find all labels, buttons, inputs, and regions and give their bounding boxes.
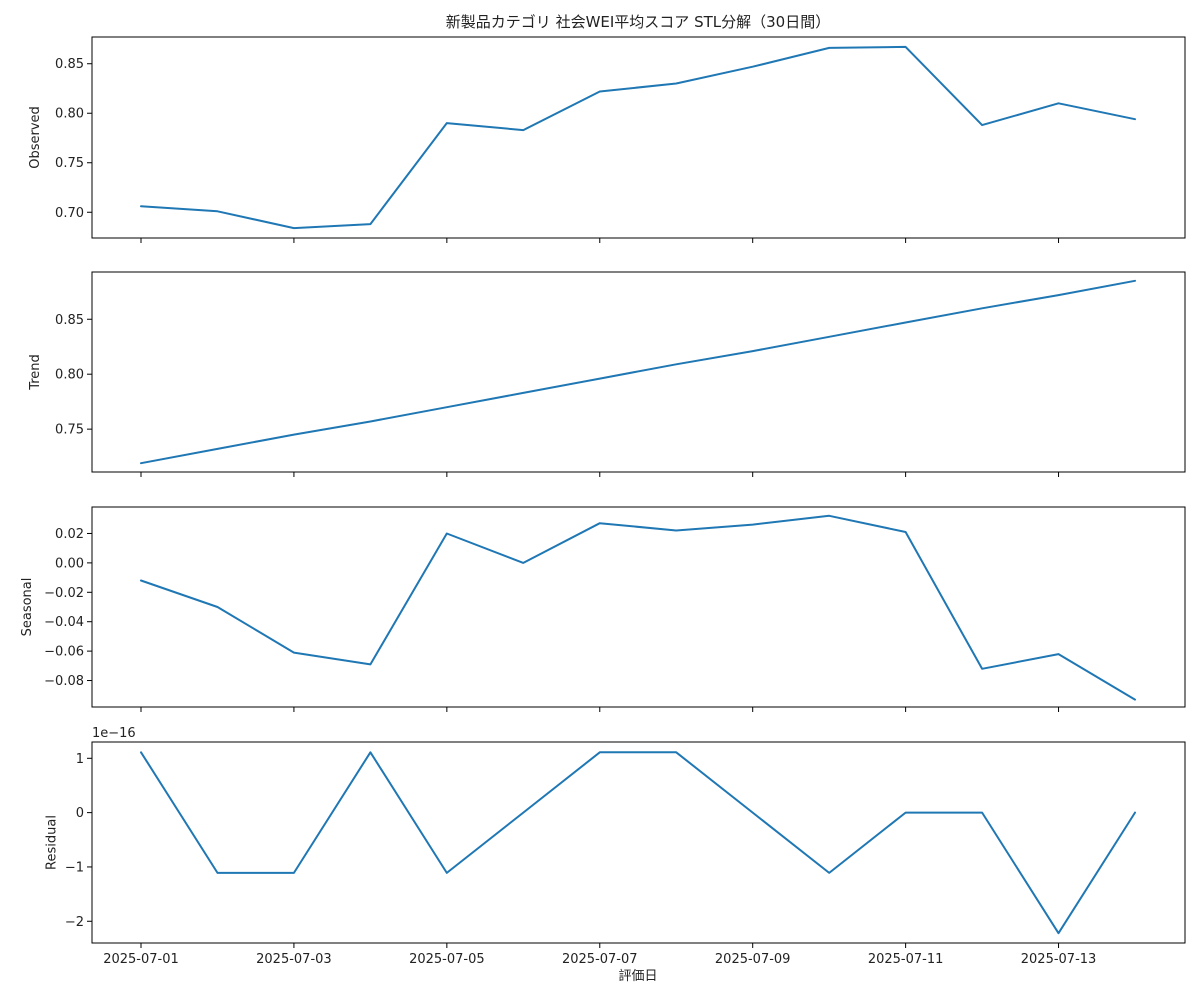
x-tick-label: 2025-07-13 bbox=[1021, 952, 1097, 967]
panel-observed: 0.70 0.75 0.80 0.85 Observed bbox=[28, 36, 1186, 243]
y-tick-label: 0.80 bbox=[55, 107, 84, 122]
x-tick-label: 2025-07-01 bbox=[103, 952, 179, 967]
x-tick-label: 2025-07-09 bbox=[715, 952, 791, 967]
panel-frame bbox=[91, 741, 1186, 944]
x-tick-label: 2025-07-11 bbox=[868, 952, 944, 967]
y-tick-label: 0.00 bbox=[55, 556, 84, 571]
y-tick-label: 0.02 bbox=[55, 527, 84, 542]
y-axis-label: Observed bbox=[28, 106, 43, 169]
series-line-trend bbox=[140, 279, 1136, 465]
y-tick-label: −1 bbox=[65, 860, 84, 875]
panel-trend: 0.75 0.80 0.85 Trend bbox=[28, 271, 1186, 477]
panel-residual: −2 −1 0 1 Residual 1e−16 2025-07-01 2025-07-03 2… bbox=[45, 726, 1186, 967]
series-line-seasonal bbox=[140, 514, 1136, 701]
series-line-observed bbox=[140, 45, 1136, 230]
y-tick-label: −2 bbox=[65, 915, 84, 930]
y-axis-label: Residual bbox=[45, 815, 60, 870]
y-tick-label: −0.02 bbox=[44, 586, 84, 601]
y-tick-label: 0.75 bbox=[55, 423, 84, 438]
y-axis-label: Seasonal bbox=[20, 578, 35, 637]
x-axis-label: 評価日 bbox=[618, 969, 657, 984]
y-tick-label: 0.70 bbox=[55, 206, 84, 221]
y-tick-label: 0.75 bbox=[55, 156, 84, 171]
panel-seasonal: −0.08 −0.06 −0.04 −0.02 0.00 0.02 Seasonal bbox=[20, 506, 1186, 712]
y-tick-label: 0.80 bbox=[55, 368, 84, 383]
x-tick-label: 2025-07-07 bbox=[562, 952, 638, 967]
y-tick-label: 1 bbox=[76, 752, 84, 767]
y-axis-label: Trend bbox=[28, 354, 43, 391]
y-tick-label: 0.85 bbox=[55, 313, 84, 328]
chart-title: 新製品カテゴリ 社会WEI平均スコア STL分解（30日間） bbox=[446, 13, 830, 31]
y-tick-label: 0 bbox=[76, 806, 84, 821]
x-tick-label: 2025-07-05 bbox=[409, 952, 485, 967]
panel-frame bbox=[91, 36, 1186, 239]
y-offset-label: 1e−16 bbox=[92, 726, 136, 741]
y-tick-label: 0.85 bbox=[55, 57, 84, 72]
x-tick-label: 2025-07-03 bbox=[256, 952, 332, 967]
y-tick-label: −0.08 bbox=[44, 674, 84, 689]
panel-frame bbox=[91, 506, 1186, 708]
y-tick-label: −0.06 bbox=[44, 645, 84, 660]
y-tick-label: −0.04 bbox=[44, 615, 84, 630]
series-line-residual bbox=[140, 751, 1136, 935]
panel-frame bbox=[91, 271, 1186, 473]
